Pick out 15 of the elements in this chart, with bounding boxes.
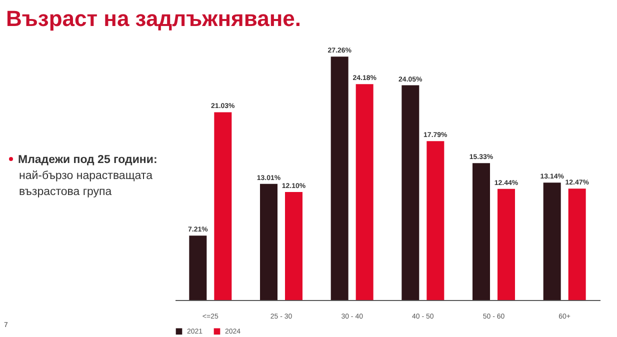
bar [356, 84, 374, 300]
text: Младежи под 25 години: [18, 154, 158, 166]
chart-title: Възраст на задлъжняване. [6, 6, 301, 32]
bar [568, 188, 586, 300]
bar [260, 184, 278, 300]
bar [543, 182, 561, 300]
bar [472, 163, 490, 300]
bar [285, 192, 302, 300]
bar [189, 236, 207, 300]
text: най-бързо нарастващата възрастова група [18, 169, 154, 200]
bar [498, 188, 515, 300]
bar [214, 112, 232, 300]
bar [402, 85, 420, 300]
bar [330, 56, 348, 300]
bar [426, 141, 444, 300]
